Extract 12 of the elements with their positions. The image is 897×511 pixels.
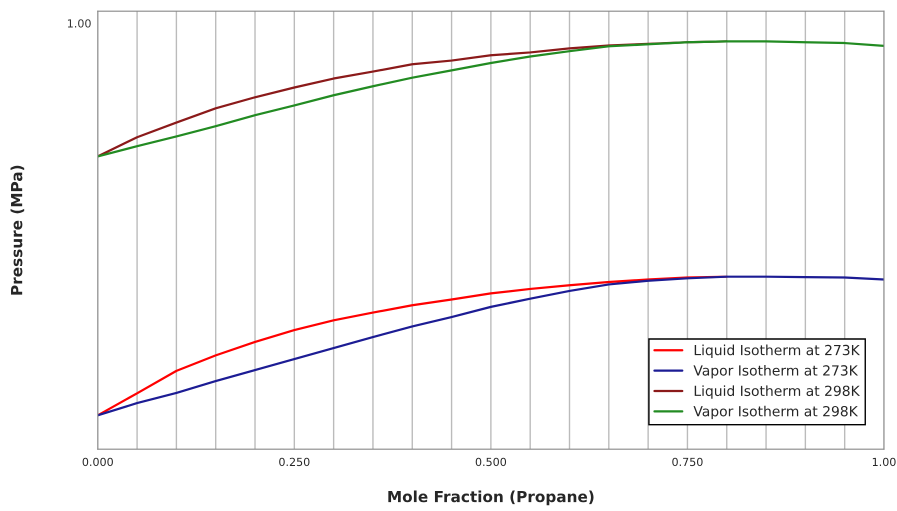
y-axis-title: Pressure (MPa) [10,166,24,295]
legend-label: Liquid Isotherm at 298K [694,385,860,399]
x-tick-label: 0.250 [279,458,310,466]
x-tick-label: 1.00 [872,458,896,466]
x-axis-title: Mole Fraction (Propane) [388,490,594,506]
text: 1.00 [68,19,91,28]
x-tick-label: 0.000 [82,458,113,466]
x-tick-label: 0.750 [672,458,703,466]
legend-label: Vapor Isotherm at 298K [693,406,858,420]
x-tick-label: 0.500 [476,458,506,466]
legend-label: Liquid Isotherm at 273K [694,344,860,358]
legend-label: Vapor Isotherm at 273K [693,364,858,378]
